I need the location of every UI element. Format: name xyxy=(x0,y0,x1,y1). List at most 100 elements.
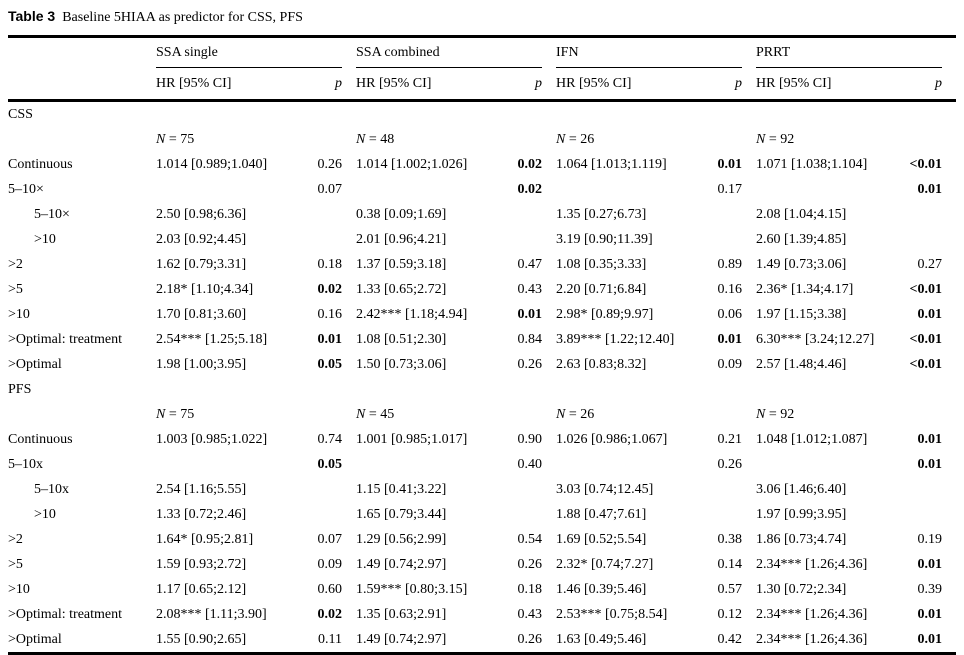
column-spacer xyxy=(342,67,357,102)
hr-column-header: HR [95% CI] xyxy=(756,67,907,102)
p-value: 0.01 xyxy=(917,306,943,322)
p-value: 0.01 xyxy=(917,181,943,197)
row-label: 5–10x xyxy=(34,481,69,497)
column-spacer xyxy=(742,327,756,352)
column-spacer xyxy=(942,67,957,102)
hr-value: 1.59*** [0.80;3.15] xyxy=(356,581,468,597)
p-value: 0.01 xyxy=(917,456,943,472)
column-spacer xyxy=(942,527,956,552)
row-label: Continuous xyxy=(8,431,73,447)
column-spacer xyxy=(542,602,556,627)
column-spacer xyxy=(742,477,756,502)
column-spacer xyxy=(342,227,356,252)
column-spacer xyxy=(942,127,956,152)
row-label: >5 xyxy=(8,281,23,297)
n-row: N = 75 N = 48 N = 26 N = 92 xyxy=(8,127,956,152)
p-value: 0.06 xyxy=(717,306,743,322)
group-header-ifn: IFN xyxy=(556,36,743,68)
table-row: 5–10x 0.05 0.40 0.26 0.01 xyxy=(8,452,956,477)
p-value xyxy=(706,502,742,527)
p-value: 0.26 xyxy=(317,156,343,172)
p-value: 0.26 xyxy=(517,356,543,372)
hr-value: 1.071 [1.038;1.104] xyxy=(756,156,868,172)
column-spacer xyxy=(742,552,756,577)
p-value xyxy=(906,477,942,502)
column-spacer xyxy=(342,152,356,177)
hr-value xyxy=(556,452,706,477)
p-value: 0.09 xyxy=(317,556,343,572)
column-spacer xyxy=(742,627,756,654)
row-label-empty xyxy=(8,402,156,427)
hr-value xyxy=(156,452,306,477)
column-spacer xyxy=(342,477,356,502)
column-spacer xyxy=(742,227,756,252)
p-value: 0.01 xyxy=(317,331,343,347)
p-column-header: p xyxy=(306,67,343,102)
p-value: 0.38 xyxy=(717,531,743,547)
p-value xyxy=(506,202,542,227)
column-spacer xyxy=(542,177,556,202)
p-value: 0.57 xyxy=(717,581,743,597)
hr-column-header: HR [95% CI] xyxy=(556,67,707,102)
n-value: N = 26 xyxy=(556,406,595,422)
p-value xyxy=(506,502,542,527)
row-label: 5–10× xyxy=(34,206,70,222)
column-spacer xyxy=(942,327,956,352)
p-value: 0.05 xyxy=(317,356,343,372)
column-spacer xyxy=(342,552,356,577)
p-value: 0.26 xyxy=(717,456,743,472)
table-body: CSS N = 75 N = 48 N = 26 N = 92 Continuous 1.0… xyxy=(8,101,956,654)
hr-value: 2.32* [0.74;7.27] xyxy=(556,556,654,572)
column-spacer xyxy=(342,427,356,452)
p-value: 0.02 xyxy=(517,181,543,197)
table-row: Continuous 1.014 [0.989;1.040] 0.26 1.014 [… xyxy=(8,152,956,177)
hr-value: 1.97 [1.15;3.38] xyxy=(756,306,847,322)
p-value: 0.11 xyxy=(318,631,343,647)
column-spacer xyxy=(742,427,756,452)
column-spacer xyxy=(342,502,356,527)
table-row: >5 1.59 [0.93;2.72] 0.09 1.49 [0.74;2.97] 0.… xyxy=(8,552,956,577)
hr-value: 3.89*** [1.22;12.40] xyxy=(556,331,675,347)
hr-value: 1.014 [0.989;1.040] xyxy=(156,156,268,172)
column-spacer xyxy=(542,627,556,654)
hr-value: 1.003 [0.985;1.022] xyxy=(156,431,268,447)
column-spacer xyxy=(942,152,956,177)
column-spacer xyxy=(942,202,956,227)
p-column-header: p xyxy=(506,67,543,102)
hr-value: 6.30*** [3.24;12.27] xyxy=(756,331,875,347)
hr-value: 1.014 [1.002;1.026] xyxy=(356,156,468,172)
hr-value: 1.49 [0.73;3.06] xyxy=(756,256,847,272)
hr-value: 1.37 [0.59;3.18] xyxy=(356,256,447,272)
hr-value: 2.98* [0.89;9.97] xyxy=(556,306,654,322)
column-spacer xyxy=(942,602,956,627)
p-value xyxy=(706,227,742,252)
p-value xyxy=(306,502,342,527)
row-label: 5–10x xyxy=(8,456,43,472)
section-label: CSS xyxy=(8,106,33,122)
table-row: >Optimal 1.55 [0.90;2.65] 0.11 1.49 [0.74;2… xyxy=(8,627,956,654)
hr-value: 2.54*** [1.25;5.18] xyxy=(156,331,268,347)
p-value-empty xyxy=(906,127,942,152)
p-value: 0.02 xyxy=(517,156,543,172)
p-value: 0.14 xyxy=(717,556,743,572)
table-row: 5–10× 0.07 0.02 0.17 0.01 xyxy=(8,177,956,202)
hr-value: 2.08 [1.04;4.15] xyxy=(756,206,847,222)
p-value: 0.54 xyxy=(517,531,543,547)
column-spacer xyxy=(542,577,556,602)
p-value xyxy=(306,227,342,252)
column-spacer xyxy=(542,252,556,277)
column-spacer xyxy=(742,527,756,552)
table-row: >10 1.17 [0.65;2.12] 0.60 1.59*** [0.80;3.1… xyxy=(8,577,956,602)
table-row: Continuous 1.003 [0.985;1.022] 0.74 1.001 [… xyxy=(8,427,956,452)
hr-value: 2.53*** [0.75;8.54] xyxy=(556,606,668,622)
p-value: 0.39 xyxy=(917,581,943,597)
hr-value: 1.69 [0.52;5.54] xyxy=(556,531,647,547)
column-spacer xyxy=(942,477,956,502)
p-value: 0.89 xyxy=(717,256,743,272)
section-header-row: PFS xyxy=(8,377,956,402)
row-label: >Optimal xyxy=(8,631,62,647)
hr-value: 1.98 [1.00;3.95] xyxy=(156,356,247,372)
hr-value: 3.06 [1.46;6.40] xyxy=(756,481,847,497)
hr-value: 1.048 [1.012;1.087] xyxy=(756,431,868,447)
p-value-empty xyxy=(306,127,342,152)
